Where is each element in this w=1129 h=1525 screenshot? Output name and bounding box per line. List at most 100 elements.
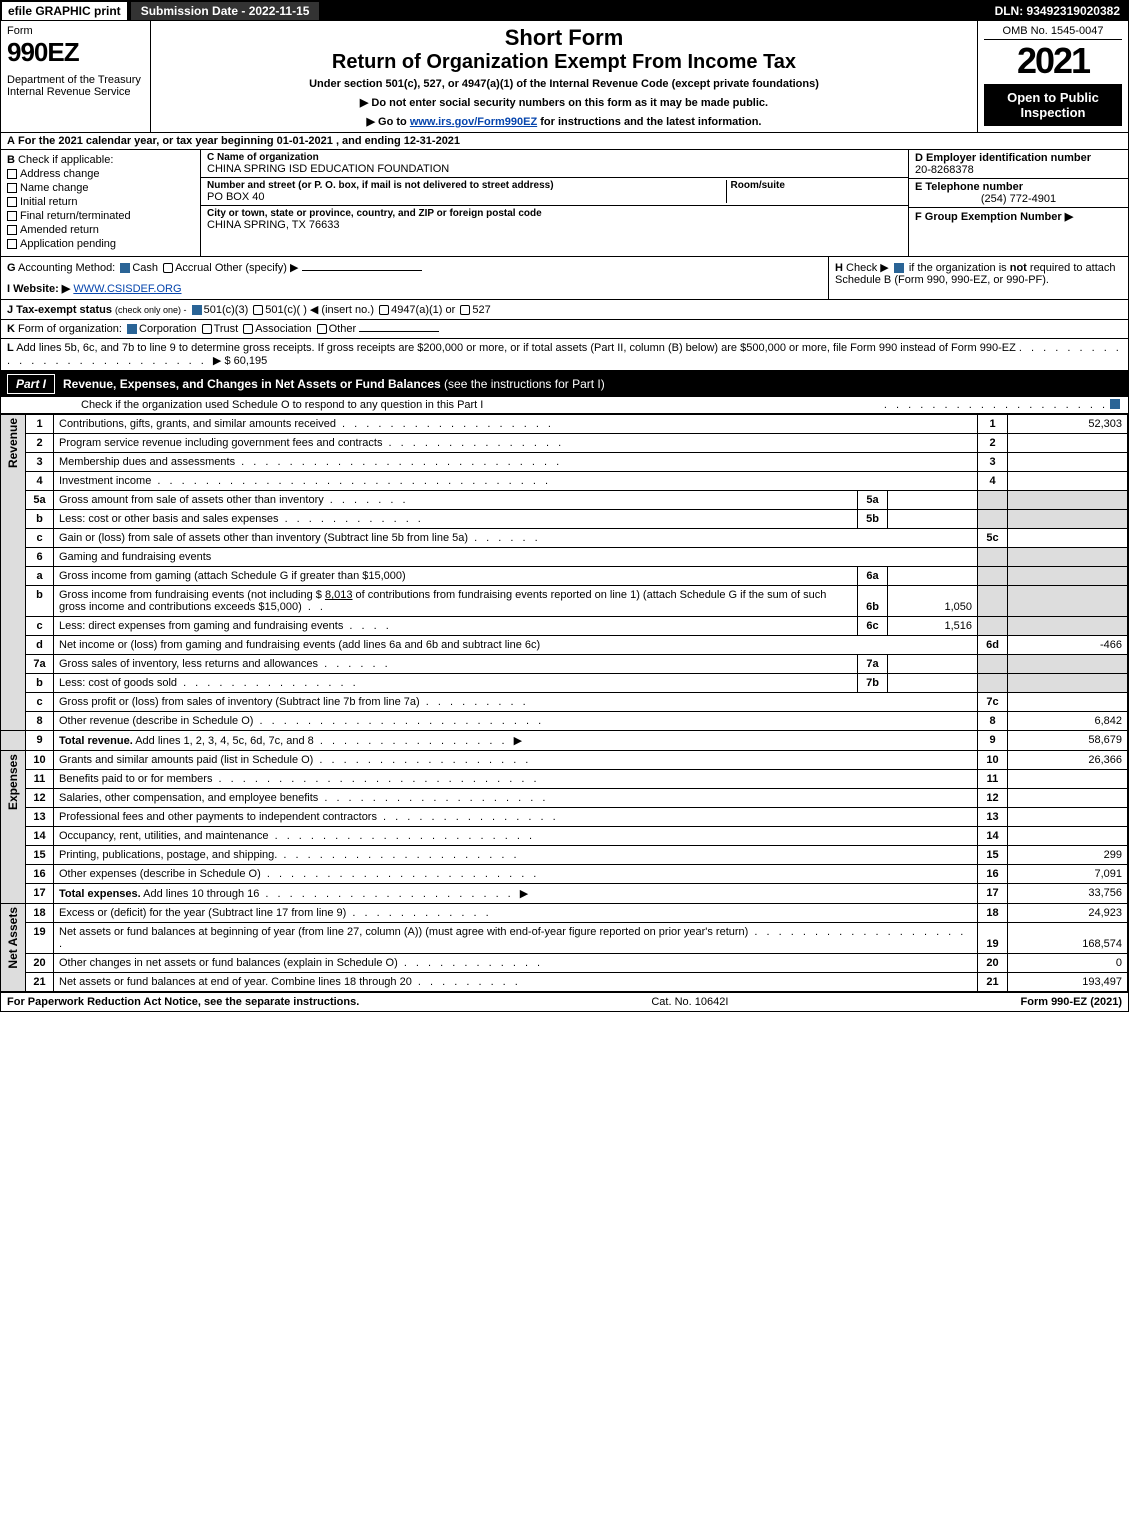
ein-row: D Employer identification number 20-8268…: [909, 150, 1128, 179]
dots: . . . . . . . . . . . . . . .: [177, 677, 359, 689]
line-desc: Less: direct expenses from gaming and fu…: [59, 620, 343, 632]
h-checkbox-icon[interactable]: [894, 263, 904, 273]
dots: . . . . . . . . . . . . . . . . . . .: [884, 399, 1108, 411]
instruction-2: ▶ Go to www.irs.gov/Form990EZ for instru…: [157, 115, 971, 128]
row-h: H Check ▶ if the organization is not req…: [828, 257, 1128, 299]
line-ref: 6d: [978, 636, 1008, 655]
label-a: A: [7, 135, 15, 147]
col-c: C Name of organization CHINA SPRING ISD …: [201, 150, 908, 256]
label-g: G: [7, 262, 16, 274]
org-name-label: C Name of organization: [207, 152, 902, 163]
chk-pending[interactable]: Application pending: [7, 238, 194, 250]
h-text-pre: Check ▶: [846, 262, 892, 274]
website-link[interactable]: WWW.CSISDEF.ORG: [73, 283, 181, 295]
org-name-row: C Name of organization CHINA SPRING ISD …: [201, 150, 908, 178]
line-ref: 19: [978, 923, 1008, 954]
other-specify-input[interactable]: [302, 270, 422, 271]
table-row: 12 Salaries, other compensation, and emp…: [1, 789, 1128, 808]
line-value: 299: [1008, 846, 1128, 865]
part-i-title-text: Revenue, Expenses, and Changes in Net As…: [63, 377, 441, 391]
line-desc: Other expenses (describe in Schedule O): [59, 868, 261, 880]
table-row: 19 Net assets or fund balances at beginn…: [1, 923, 1128, 954]
street-label: Number and street (or P. O. box, if mail…: [207, 180, 722, 191]
inner-num: 6c: [858, 617, 888, 636]
section-gh: G Accounting Method: Cash Accrual Other …: [1, 257, 1128, 300]
corp-checkbox-icon[interactable]: [127, 324, 137, 334]
line-ref: 13: [978, 808, 1008, 827]
line-ref: 9: [978, 731, 1008, 751]
row-l: L Add lines 5b, 6c, and 7b to line 9 to …: [1, 339, 1128, 371]
label-k: K: [7, 323, 15, 335]
chk-name[interactable]: Name change: [7, 182, 194, 194]
line-num: 12: [26, 789, 54, 808]
table-row: 2 Program service revenue including gove…: [1, 434, 1128, 453]
line-ref: 15: [978, 846, 1008, 865]
label-b: B: [7, 154, 15, 166]
dots: . . . . . .: [318, 658, 391, 670]
inner-num: 6a: [858, 567, 888, 586]
inner-num: 7a: [858, 655, 888, 674]
department: Department of the Treasury Internal Reve…: [7, 74, 144, 98]
contrib-amount: 8,013: [325, 589, 353, 601]
netassets-section-label: Net Assets: [6, 907, 20, 969]
footer: For Paperwork Reduction Act Notice, see …: [1, 992, 1128, 1011]
table-row: 11 Benefits paid to or for members . . .…: [1, 770, 1128, 789]
dots: . . . . . . . . .: [420, 696, 529, 708]
row-a: A For the 2021 calendar year, or tax yea…: [1, 133, 1128, 150]
header-left: Form 990EZ Department of the Treasury In…: [1, 21, 151, 132]
line-desc: Less: cost or other basis and sales expe…: [59, 513, 279, 525]
checkbox-icon: [7, 197, 17, 207]
part-i-check-text: Check if the organization used Schedule …: [81, 399, 884, 411]
trust-checkbox-icon[interactable]: [202, 324, 212, 334]
line-num: 9: [26, 731, 54, 751]
line-num: 6: [26, 548, 54, 567]
ein-value: 20-8268378: [915, 164, 1122, 176]
h-not: not: [1010, 262, 1027, 274]
line-desc: Net assets or fund balances at end of ye…: [59, 976, 412, 988]
label-h: H: [835, 262, 843, 274]
line-desc: Benefits paid to or for members: [59, 773, 212, 785]
527-checkbox-icon[interactable]: [460, 305, 470, 315]
shaded-cell: [1008, 617, 1128, 636]
line-value: -466: [1008, 636, 1128, 655]
dots: . . . . . . . . . . . . . . . . . . . . …: [235, 456, 562, 468]
other-org-input[interactable]: [359, 331, 439, 332]
assoc-checkbox-icon[interactable]: [243, 324, 253, 334]
shaded-cell: [978, 586, 1008, 617]
line-value: 7,091: [1008, 865, 1128, 884]
table-row: 9 Total revenue. Total revenue. Add line…: [1, 731, 1128, 751]
table-row: b Less: cost of goods sold . . . . . . .…: [1, 674, 1128, 693]
chk-address[interactable]: Address change: [7, 168, 194, 180]
4947-checkbox-icon[interactable]: [379, 305, 389, 315]
501c3-checkbox-icon[interactable]: [192, 305, 202, 315]
accrual-checkbox-icon[interactable]: [163, 263, 173, 273]
line-num: b: [26, 510, 54, 529]
line-value: 58,679: [1008, 731, 1128, 751]
cash-checkbox-icon[interactable]: [120, 263, 130, 273]
dots: . . . . . . . . .: [412, 976, 521, 988]
irs-link[interactable]: www.irs.gov/Form990EZ: [410, 116, 537, 128]
dots: . . . . . . . . . . . . . . .: [382, 437, 564, 449]
shaded-cell: [1008, 586, 1128, 617]
chk-initial-label: Initial return: [20, 196, 77, 208]
501c-checkbox-icon[interactable]: [253, 305, 263, 315]
instr2-post: for instructions and the latest informat…: [537, 116, 761, 128]
line-num: c: [26, 617, 54, 636]
line-desc: Gaming and fundraising events: [59, 551, 211, 563]
table-row: 4 Investment income . . . . . . . . . . …: [1, 472, 1128, 491]
schedule-o-checkbox-icon[interactable]: [1110, 399, 1120, 409]
other-org-checkbox-icon[interactable]: [317, 324, 327, 334]
inner-num: 6b: [858, 586, 888, 617]
subtitle: Under section 501(c), 527, or 4947(a)(1)…: [157, 78, 971, 90]
dots: . . . . . . . . . . . . . . . . . . . . …: [212, 773, 539, 785]
dots: . . . . . .: [468, 532, 541, 544]
table-row: b Gross income from fundraising events (…: [1, 586, 1128, 617]
line-desc: Investment income: [59, 475, 151, 487]
line-num: 14: [26, 827, 54, 846]
chk-initial[interactable]: Initial return: [7, 196, 194, 208]
tax-year: 2021: [984, 40, 1122, 82]
dots: . . . . . . .: [324, 494, 409, 506]
line-num: 15: [26, 846, 54, 865]
chk-final[interactable]: Final return/terminated: [7, 210, 194, 222]
chk-amended[interactable]: Amended return: [7, 224, 194, 236]
